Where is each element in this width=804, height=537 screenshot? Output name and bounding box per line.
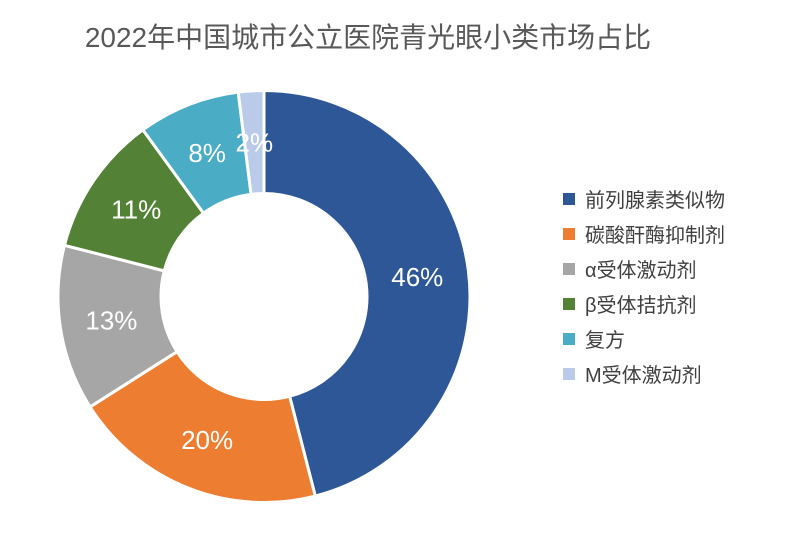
legend-swatch-icon <box>563 192 575 205</box>
legend-item-5: 复方 <box>563 321 725 356</box>
data-label: 13% <box>85 306 137 336</box>
data-label: 11% <box>111 195 161 225</box>
pie-slice-2 <box>87 349 318 504</box>
chart-legend: 前列腺素类似物 碳酸酐酶抑制剂 α受体激动剂 β受体拮抗剂 复方 M受体激动剂 <box>563 181 725 391</box>
legend-swatch-icon <box>563 262 575 275</box>
legend-label: β受体拮抗剂 <box>585 295 697 317</box>
legend-item-6: M受体激动剂 <box>563 356 725 391</box>
pie-slice-6 <box>236 88 266 196</box>
legend-label: 复方 <box>585 330 625 352</box>
data-label: 8% <box>188 138 226 168</box>
legend-label: 碳酸酐酶抑制剂 <box>585 225 725 247</box>
legend-item-3: α受体激动剂 <box>563 251 725 286</box>
legend-item-4: β受体拮抗剂 <box>563 286 725 321</box>
chart-title: 2022年中国城市公立医院青光眼小类市场占比 <box>84 22 652 53</box>
legend-item-2: 碳酸酐酶抑制剂 <box>563 216 725 251</box>
legend-swatch-icon <box>563 227 575 240</box>
pie-slice-1 <box>262 88 472 498</box>
legend-swatch-icon <box>563 367 575 380</box>
data-label: 20% <box>181 425 233 455</box>
legend-item-1: 前列腺素类似物 <box>563 181 725 216</box>
legend-label: M受体激动剂 <box>585 365 702 387</box>
data-label: 46% <box>391 262 443 292</box>
legend-label: α受体激动剂 <box>585 260 697 282</box>
legend-swatch-icon <box>563 332 575 345</box>
legend-swatch-icon <box>563 297 575 310</box>
data-label: 2% <box>236 127 274 157</box>
pie-slice-3 <box>56 243 180 409</box>
legend-label: 前列腺素类似物 <box>585 190 725 212</box>
